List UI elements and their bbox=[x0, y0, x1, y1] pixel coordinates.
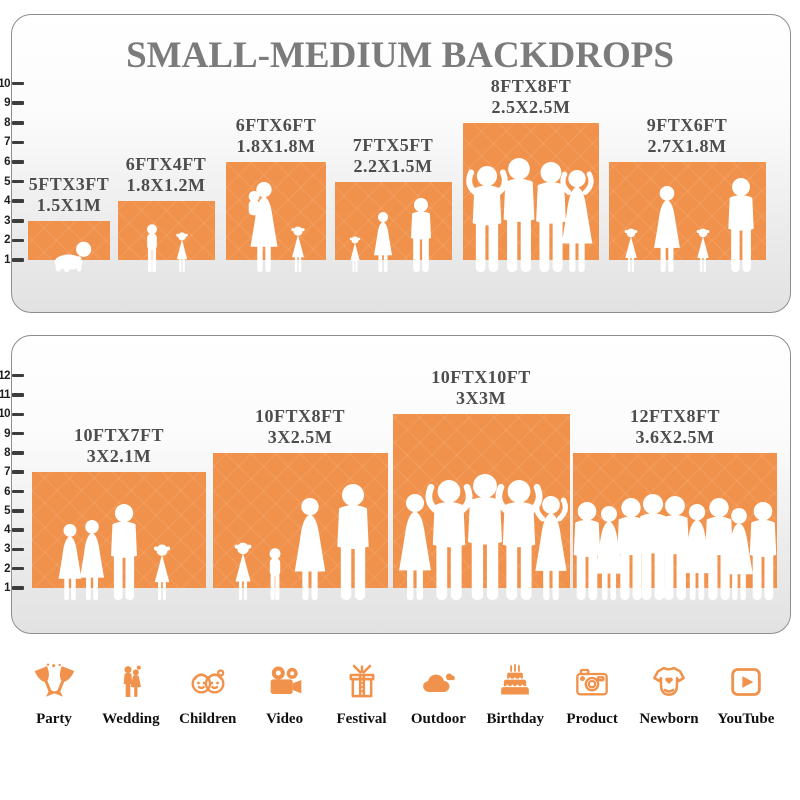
backdrop-label: 8FTX8FT 2.5X2.5M bbox=[490, 76, 572, 117]
people-silhouette bbox=[624, 178, 754, 272]
people-silhouette bbox=[58, 504, 171, 600]
category-party: Party bbox=[18, 662, 90, 728]
people-silhouette bbox=[399, 474, 570, 600]
backdrop-label: 10FTX10FT 3X3M bbox=[431, 367, 531, 408]
birthday-icon bbox=[501, 664, 530, 695]
category-wedding: Wedding bbox=[95, 662, 167, 728]
youtube-icon bbox=[731, 668, 761, 696]
backdrop-label: 9FTX6FT 2.7X1.8M bbox=[646, 115, 728, 156]
people-silhouette bbox=[54, 241, 92, 272]
video-icon bbox=[270, 666, 301, 694]
product-icon bbox=[576, 668, 608, 696]
category-children: Children bbox=[172, 662, 244, 728]
people-silhouette bbox=[463, 158, 599, 272]
category-label: Festival bbox=[336, 711, 387, 727]
backdrop-label: 6FTX4FT 1.8X1.2M bbox=[125, 154, 207, 195]
wedding-icon bbox=[123, 665, 141, 697]
outdoor-icon bbox=[423, 673, 456, 692]
category-product: Product bbox=[556, 662, 628, 728]
backdrop-label: 6FTX6FT 1.8X1.8M bbox=[235, 115, 317, 156]
children-icon bbox=[191, 669, 225, 694]
page-title: SMALL-MEDIUM BACKDROPS bbox=[126, 35, 674, 76]
category-label: YouTube bbox=[717, 711, 775, 727]
category-newborn: Newborn bbox=[633, 662, 705, 728]
festival-icon bbox=[349, 664, 374, 698]
people-silhouette bbox=[573, 494, 777, 600]
people-silhouette bbox=[234, 484, 369, 600]
party-icon bbox=[34, 663, 74, 697]
category-outdoor: Outdoor bbox=[402, 662, 474, 728]
category-label: Birthday bbox=[486, 711, 544, 727]
category-label: Product bbox=[566, 711, 618, 727]
backdrop-6ftx4ft bbox=[118, 201, 215, 260]
category-label: Wedding bbox=[102, 711, 160, 727]
backdrop-label: 12FTX8FT 3.6X2.5M bbox=[629, 406, 721, 447]
backdrop-label: 10FTX8FT 3X2.5M bbox=[254, 406, 346, 447]
backdrop-label: 5FTX3FT 1.5X1M bbox=[28, 174, 110, 215]
category-birthday: Birthday bbox=[479, 662, 551, 728]
category-youtube: YouTube bbox=[710, 662, 782, 728]
category-label: Outdoor bbox=[410, 711, 466, 727]
category-festival: Festival bbox=[326, 662, 398, 728]
category-label: Children bbox=[179, 711, 237, 727]
category-video: Video bbox=[249, 662, 321, 728]
category-label: Party bbox=[36, 711, 72, 727]
people-silhouette bbox=[226, 162, 305, 272]
backdrop-label: 7FTX5FT 2.2X1.5M bbox=[352, 135, 434, 176]
category-label: Video bbox=[266, 711, 304, 727]
people-silhouette bbox=[349, 198, 431, 272]
newborn-icon bbox=[653, 666, 685, 696]
backdrop-5ftx3ft bbox=[28, 221, 110, 260]
people-silhouette bbox=[146, 224, 188, 272]
category-label: Newborn bbox=[639, 711, 699, 727]
backdrop-label: 10FTX7FT 3X2.1M bbox=[73, 425, 165, 466]
category-row: Party Wedding bbox=[18, 662, 782, 728]
